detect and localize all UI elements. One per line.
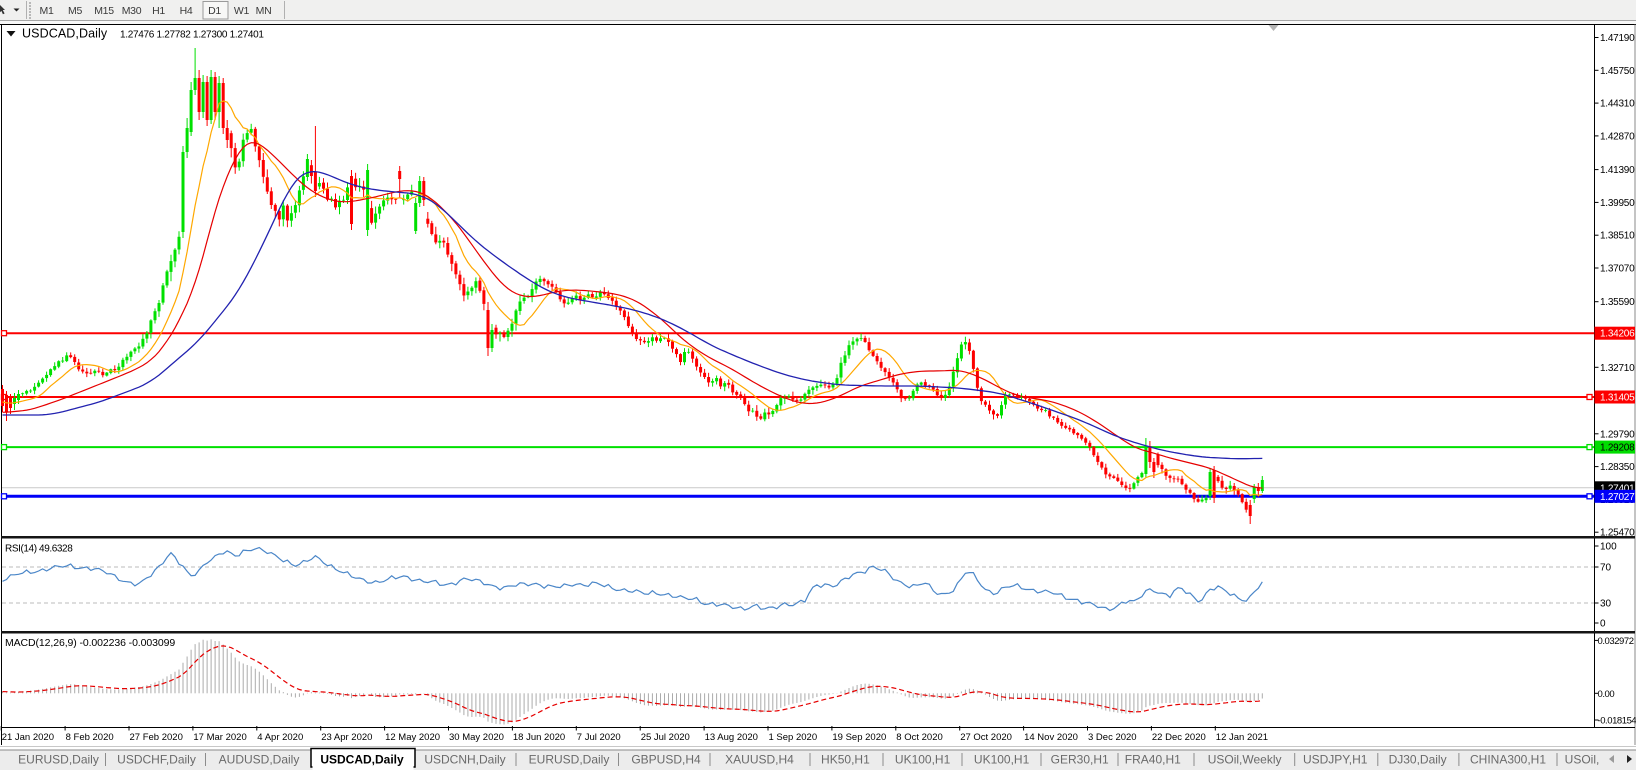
svg-text:H1: H1 bbox=[152, 5, 165, 17]
svg-text:CHINA300,H1: CHINA300,H1 bbox=[1470, 753, 1546, 767]
svg-text:8 Oct 2020: 8 Oct 2020 bbox=[896, 732, 942, 743]
svg-text:1.29208: 1.29208 bbox=[1600, 443, 1635, 454]
svg-text:D1: D1 bbox=[208, 5, 221, 17]
svg-text:7 Jul 2020: 7 Jul 2020 bbox=[577, 732, 621, 743]
svg-text:GER30,H1: GER30,H1 bbox=[1051, 753, 1109, 767]
svg-text:12 Jan 2021: 12 Jan 2021 bbox=[1216, 732, 1268, 743]
svg-text:23 Apr 2020: 23 Apr 2020 bbox=[321, 732, 372, 743]
svg-text:1.37070: 1.37070 bbox=[1600, 264, 1635, 275]
svg-text:4 Apr 2020: 4 Apr 2020 bbox=[257, 732, 303, 743]
svg-text:14 Nov 2020: 14 Nov 2020 bbox=[1024, 732, 1078, 743]
svg-text:EURUSD,Daily: EURUSD,Daily bbox=[18, 753, 99, 767]
svg-text:1.41390: 1.41390 bbox=[1600, 165, 1635, 176]
svg-text:AUDUSD,Daily: AUDUSD,Daily bbox=[219, 753, 300, 767]
svg-text:-0.018154: -0.018154 bbox=[1598, 716, 1636, 727]
svg-text:13 Aug 2020: 13 Aug 2020 bbox=[705, 732, 758, 743]
svg-text:UK100,H1: UK100,H1 bbox=[974, 753, 1030, 767]
svg-text:0.032972: 0.032972 bbox=[1598, 636, 1634, 647]
svg-text:FRA40,H1: FRA40,H1 bbox=[1125, 753, 1181, 767]
svg-text:MN: MN bbox=[256, 5, 272, 17]
svg-text:1.38510: 1.38510 bbox=[1600, 231, 1635, 242]
svg-text:1.35590: 1.35590 bbox=[1600, 297, 1635, 308]
svg-text:1.28350: 1.28350 bbox=[1600, 462, 1635, 473]
svg-text:1.44310: 1.44310 bbox=[1600, 99, 1635, 110]
svg-text:1.47190: 1.47190 bbox=[1600, 33, 1635, 44]
svg-text:USOil,: USOil, bbox=[1565, 753, 1600, 767]
svg-text:USDJPY,H1: USDJPY,H1 bbox=[1303, 753, 1368, 767]
svg-text:1.27027: 1.27027 bbox=[1600, 492, 1635, 503]
svg-text:30: 30 bbox=[1600, 599, 1612, 610]
svg-text:1.31405: 1.31405 bbox=[1600, 393, 1635, 404]
svg-text:3 Dec 2020: 3 Dec 2020 bbox=[1088, 732, 1137, 743]
svg-text:1.27476 1.27782 1.27300 1.2740: 1.27476 1.27782 1.27300 1.27401 bbox=[120, 30, 264, 41]
svg-text:USOil,Weekly: USOil,Weekly bbox=[1208, 753, 1282, 767]
svg-text:100: 100 bbox=[1600, 542, 1617, 553]
svg-text:UK100,H1: UK100,H1 bbox=[895, 753, 951, 767]
svg-text:0: 0 bbox=[1600, 619, 1606, 630]
svg-text:70: 70 bbox=[1600, 563, 1612, 574]
svg-text:HK50,H1: HK50,H1 bbox=[821, 753, 870, 767]
svg-text:1.29790: 1.29790 bbox=[1600, 429, 1635, 440]
svg-text:MACD(12,26,9) -0.002236 -0.003: MACD(12,26,9) -0.002236 -0.003099 bbox=[5, 637, 175, 649]
svg-text:1.27401: 1.27401 bbox=[1600, 483, 1635, 494]
svg-text:DJ30,Daily: DJ30,Daily bbox=[1389, 753, 1447, 767]
svg-text:H4: H4 bbox=[180, 5, 193, 17]
svg-text:1.45750: 1.45750 bbox=[1600, 66, 1635, 77]
svg-text:1.25470: 1.25470 bbox=[1600, 528, 1635, 539]
svg-text:EURUSD,Daily: EURUSD,Daily bbox=[529, 753, 610, 767]
svg-text:1.34206: 1.34206 bbox=[1600, 329, 1635, 340]
svg-text:17 Mar 2020: 17 Mar 2020 bbox=[193, 732, 246, 743]
svg-text:22 Dec 2020: 22 Dec 2020 bbox=[1152, 732, 1206, 743]
svg-text:USDCNH,Daily: USDCNH,Daily bbox=[424, 753, 505, 767]
svg-text:USDCAD,Daily: USDCAD,Daily bbox=[22, 27, 108, 41]
svg-text:1.32710: 1.32710 bbox=[1600, 363, 1635, 374]
svg-text:30 May 2020: 30 May 2020 bbox=[449, 732, 504, 743]
svg-text:XAUUSD,H4: XAUUSD,H4 bbox=[725, 753, 794, 767]
svg-text:M30: M30 bbox=[122, 5, 142, 17]
svg-text:18 Jun 2020: 18 Jun 2020 bbox=[513, 732, 565, 743]
svg-text:1.42870: 1.42870 bbox=[1600, 131, 1635, 142]
svg-text:M15: M15 bbox=[94, 5, 114, 17]
svg-text:27 Oct 2020: 27 Oct 2020 bbox=[960, 732, 1012, 743]
svg-text:19 Sep 2020: 19 Sep 2020 bbox=[832, 732, 886, 743]
svg-text:1.39950: 1.39950 bbox=[1600, 198, 1635, 209]
svg-text:1 Sep 2020: 1 Sep 2020 bbox=[769, 732, 818, 743]
svg-text:W1: W1 bbox=[234, 5, 250, 17]
svg-text:27 Feb 2020: 27 Feb 2020 bbox=[130, 732, 183, 743]
svg-text:RSI(14) 49.6328: RSI(14) 49.6328 bbox=[5, 544, 73, 555]
svg-text:GBPUSD,H4: GBPUSD,H4 bbox=[631, 753, 701, 767]
svg-text:25 Jul 2020: 25 Jul 2020 bbox=[641, 732, 690, 743]
svg-text:USDCAD,Daily: USDCAD,Daily bbox=[320, 753, 404, 767]
svg-text:M5: M5 bbox=[68, 5, 82, 17]
svg-text:12 May 2020: 12 May 2020 bbox=[385, 732, 440, 743]
svg-text:8 Feb 2020: 8 Feb 2020 bbox=[66, 732, 114, 743]
svg-text:0.00: 0.00 bbox=[1598, 689, 1615, 700]
svg-text:USDCHF,Daily: USDCHF,Daily bbox=[117, 753, 196, 767]
svg-text:M1: M1 bbox=[40, 5, 54, 17]
svg-text:21 Jan 2020: 21 Jan 2020 bbox=[2, 732, 54, 743]
